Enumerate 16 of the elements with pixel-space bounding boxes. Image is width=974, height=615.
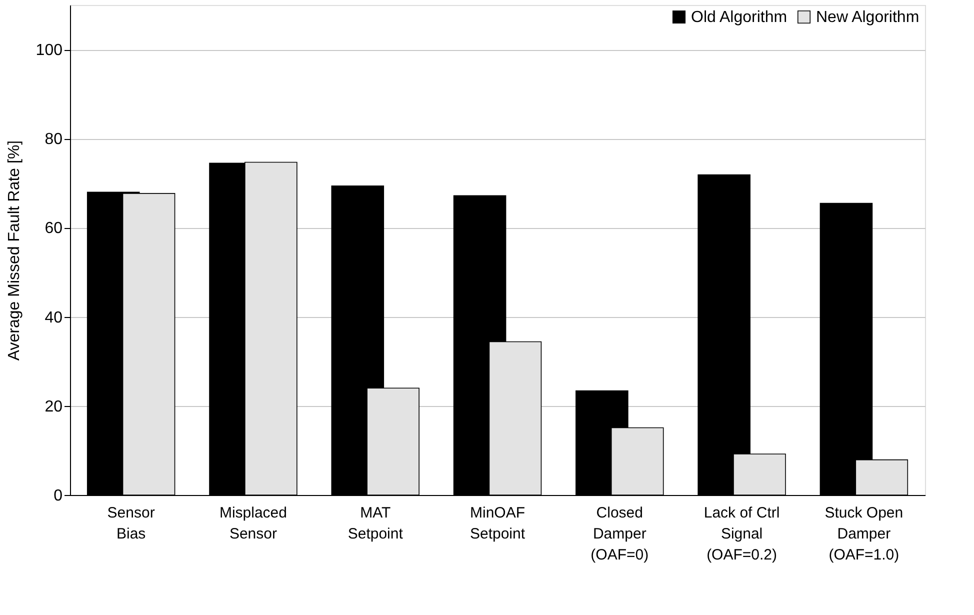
y-tick-label: 0 [54, 488, 63, 504]
x-tick-label: Misplaced Sensor [219, 504, 287, 542]
x-tick-label: Stuck Open Damper (OAF=1.0) [824, 504, 904, 564]
x-tick-label: Closed Damper (OAF=0) [590, 504, 649, 564]
x-tick-label: Sensor Bias [107, 504, 155, 542]
x-tick-label: MinOAF Setpoint [470, 504, 526, 542]
y-tick-label: 100 [36, 42, 63, 60]
x-tick-label: Lack of Ctrl Signal (OAF=0.2) [704, 504, 780, 564]
y-tick-label: 40 [44, 309, 63, 326]
x-tick-label: MAT Setpoint [348, 504, 404, 542]
legend-label: New Algorithm [816, 9, 920, 26]
y-tick-label: 20 [44, 398, 63, 416]
legend-label: Old Algorithm [691, 9, 788, 26]
y-axis-title: Average Missed Fault Rate [%] [6, 140, 23, 361]
y-tick-label: 80 [44, 131, 63, 148]
y-tick-label: 60 [44, 220, 63, 238]
